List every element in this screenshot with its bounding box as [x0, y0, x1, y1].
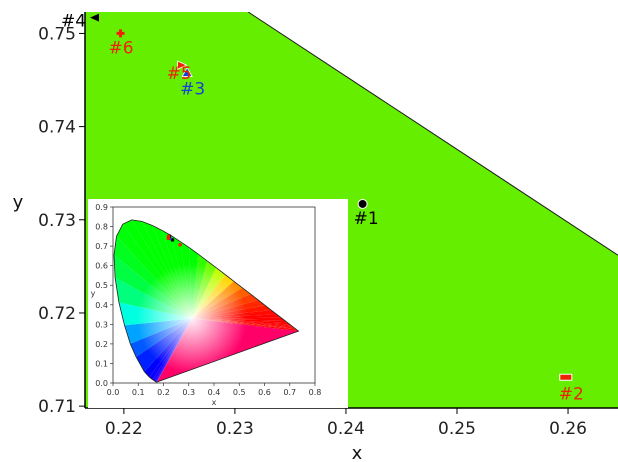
inset-x-tick-label: 0.0 — [107, 388, 120, 397]
gamut-wedge — [191, 318, 299, 332]
white-point-glow — [136, 263, 247, 374]
inset-x-tick-label: 0.2 — [157, 388, 170, 397]
cie-color-gamut — [114, 219, 299, 383]
gamut-wedge — [114, 245, 192, 319]
cie-spectral-locus — [113, 219, 300, 383]
data-point-5-label: #5 — [167, 64, 192, 84]
gamut-wedge — [114, 271, 192, 319]
inset-x-axis-label: x — [212, 398, 217, 407]
data-point-6 — [116, 29, 125, 38]
y-tick-label: 0.72 — [38, 304, 76, 324]
data-point-2-label: #2 — [559, 384, 584, 404]
inset-point — [166, 234, 171, 239]
y-tick-label: 0.75 — [38, 24, 76, 44]
data-point-1 — [357, 198, 368, 209]
x-tick-label: 0.23 — [216, 419, 254, 439]
data-point-3 — [181, 66, 193, 77]
inset-y-tick-label: 0.8 — [95, 223, 108, 232]
inset-y-tick-label: 0.5 — [95, 281, 108, 290]
inset-point — [178, 242, 182, 247]
inset-y-tick-label: 0.2 — [95, 340, 108, 349]
inset-x-tick-label: 0.4 — [208, 388, 221, 397]
inset-x-tick-label: 0.7 — [283, 388, 296, 397]
gamut-wedge — [134, 219, 192, 319]
data-point-1-label: #1 — [354, 209, 379, 229]
inset-y-tick-label: 0.7 — [95, 242, 108, 251]
inset-y-tick-label: 0.3 — [95, 320, 108, 329]
data-point-5 — [177, 60, 188, 70]
y-tick-label: 0.71 — [38, 397, 76, 417]
inset-x-tick-label: 0.8 — [309, 388, 322, 397]
data-point-2 — [559, 373, 573, 381]
data-point-3-label: #3 — [180, 80, 205, 100]
y-tick-label: 0.74 — [38, 118, 76, 138]
data-point-6-label: #6 — [109, 38, 134, 58]
y-tick-label: 0.73 — [38, 211, 76, 231]
data-point-4-label: #4 — [61, 12, 86, 32]
x-tick-label: 0.26 — [549, 419, 587, 439]
x-tick-label: 0.22 — [105, 419, 143, 439]
gamut-wedge — [167, 223, 192, 319]
cie-inset-panel: 0.0 0.1 0.2 0.3 0.4 0.5 0.6 0.7 0.8 0.0 0.1 0.2 0.3… — [88, 199, 348, 408]
gamut-wedge — [191, 318, 299, 327]
inset-x-tick-label: 0.1 — [132, 388, 145, 397]
y-axis-label: y — [13, 192, 24, 213]
inset-x-tick-label: 0.5 — [233, 388, 246, 397]
x-tick-label: 0.25 — [438, 419, 476, 439]
gamut-wedge — [191, 318, 299, 333]
spectral-locus-line — [247, 12, 618, 256]
inset-y-tick-label: 0.6 — [95, 262, 108, 271]
inset-y-tick-label: 0.1 — [95, 359, 108, 368]
inset-y-tick-label: 0.0 — [95, 379, 108, 388]
x-axis-label: x — [352, 443, 363, 462]
inset-y-axis-label: y — [91, 289, 96, 298]
gamut-wedge — [178, 229, 192, 319]
data-point-4 — [89, 13, 99, 22]
inset-x-tick-label: 0.3 — [182, 388, 195, 397]
inset-x-tick-label: 0.6 — [258, 388, 271, 397]
inset-y-tick-label: 0.9 — [95, 203, 108, 212]
gamut-wedge — [146, 219, 192, 319]
x-tick-label: 0.24 — [327, 419, 365, 439]
inset-y-tick-label: 0.4 — [95, 301, 108, 310]
